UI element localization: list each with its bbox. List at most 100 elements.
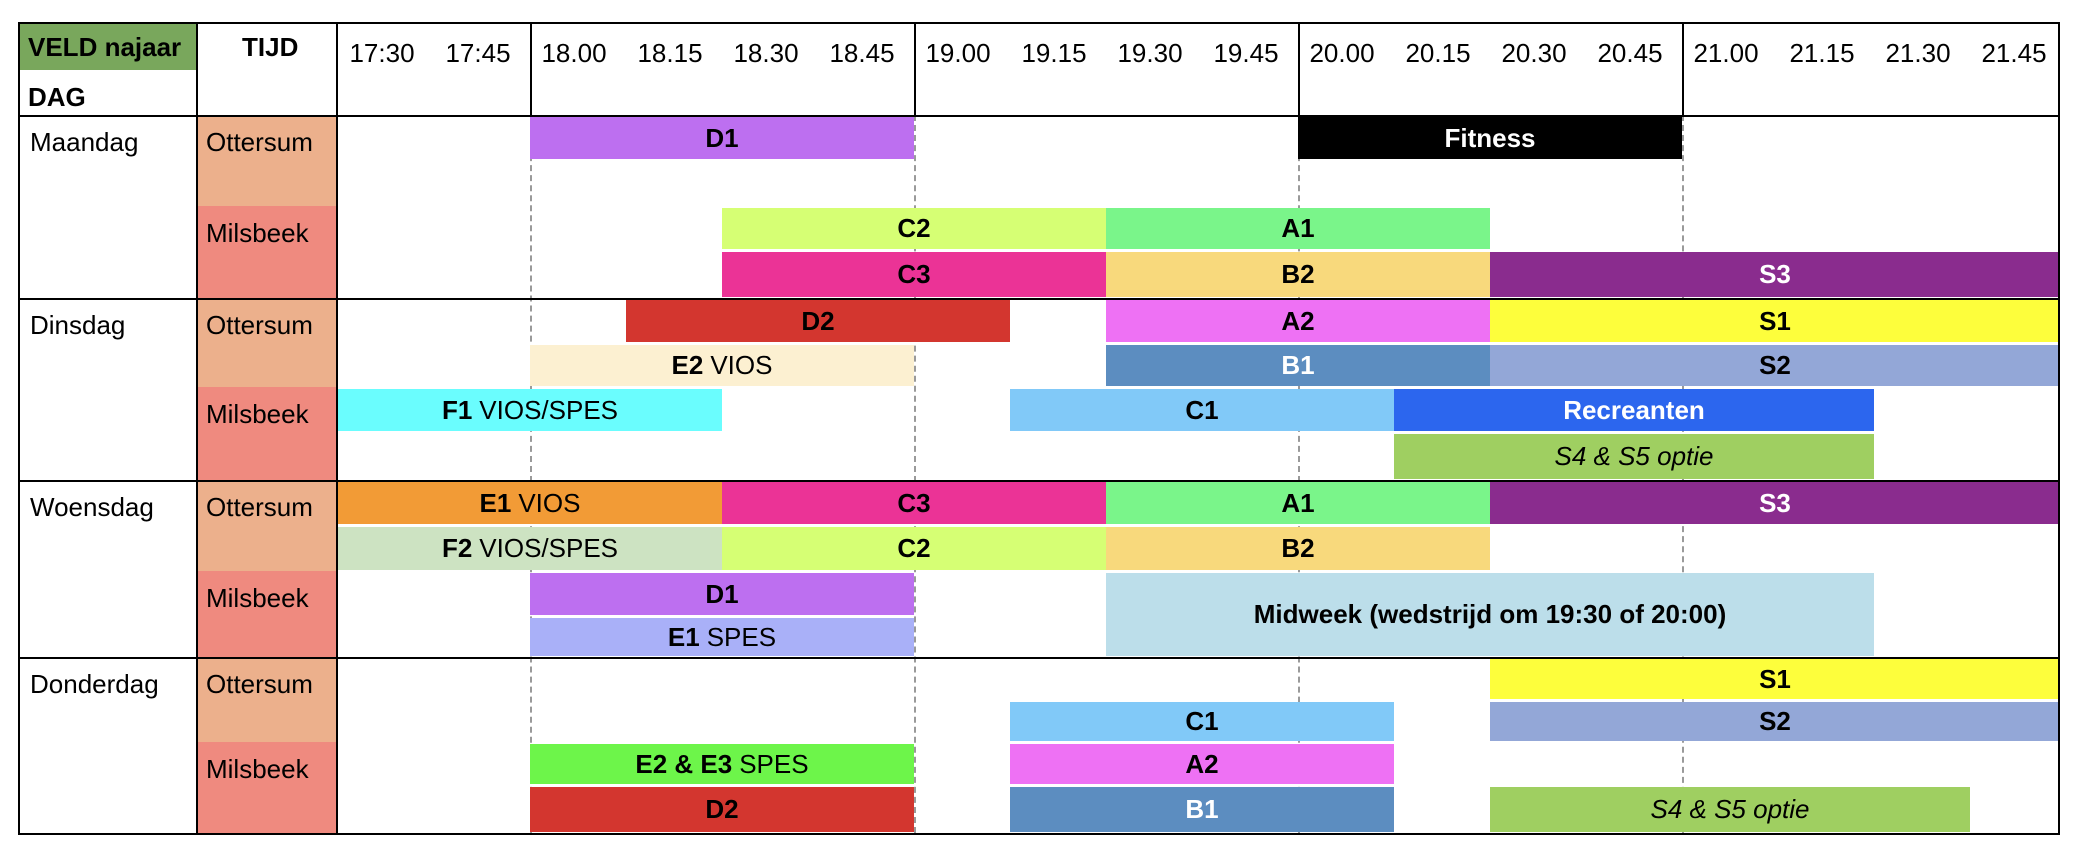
block-tue-s2[interactable]: S2: [1490, 345, 2060, 386]
block-extra: VIOS/SPES: [479, 394, 619, 425]
block-thu-d2[interactable]: D2: [530, 787, 914, 832]
grid-line: [196, 22, 198, 835]
block-wed-c3[interactable]: C3: [722, 482, 1106, 524]
time-label: 18.15: [637, 38, 703, 68]
time-label: 19.15: [1021, 38, 1087, 68]
block-team: S3: [1759, 487, 1791, 518]
location-cell-ottersum: [196, 657, 336, 742]
block-mon-fitness[interactable]: Fitness: [1298, 117, 1682, 159]
block-wed-d1[interactable]: D1: [530, 573, 914, 615]
time-label: 18.45: [829, 38, 895, 68]
block-tue-c1[interactable]: C1: [1010, 389, 1394, 431]
grid-line: [18, 480, 2060, 482]
location-label: Milsbeek: [206, 583, 309, 613]
time-label: 21.00: [1693, 38, 1759, 68]
grid-line: [530, 22, 532, 115]
block-thu-a2[interactable]: A2: [1010, 744, 1394, 784]
time-label: 19.30: [1117, 38, 1183, 68]
hour-guide-line: [530, 115, 532, 833]
block-extra: S4 & S5 optie: [1650, 794, 1810, 824]
block-team: B1: [1185, 794, 1219, 824]
day-label: Maandag: [30, 127, 139, 157]
grid-line: [18, 298, 2060, 300]
block-tue-f1[interactable]: F1 VIOS/SPES: [338, 389, 722, 431]
block-team: S1: [1759, 663, 1791, 694]
block-team: C1: [1185, 706, 1219, 736]
block-team: C2: [897, 213, 931, 243]
block-tue-a2[interactable]: A2: [1106, 300, 1490, 342]
grid-line: [914, 22, 916, 115]
time-label: 21.30: [1885, 38, 1951, 68]
block-extra: VIOS: [710, 350, 773, 380]
block-team: Fitness: [1444, 122, 1536, 153]
block-thu-s2[interactable]: S2: [1490, 702, 2060, 741]
location-cell-milsbeek: [196, 571, 336, 657]
block-thu-b1[interactable]: B1: [1010, 787, 1394, 832]
block-wed-midweek[interactable]: Midweek (wedstrijd om 19:30 of 20:00): [1106, 573, 1874, 656]
block-wed-e1[interactable]: E1 VIOS: [338, 482, 722, 524]
time-label: 20.45: [1597, 38, 1663, 68]
block-team: C2: [897, 533, 931, 563]
location-cell-ottersum: [196, 480, 336, 571]
location-label: Milsbeek: [206, 754, 309, 784]
location-cell-ottersum: [196, 115, 336, 206]
block-extra: SPES: [706, 621, 777, 652]
block-mon-c2[interactable]: C2: [722, 208, 1106, 249]
block-mon-s3[interactable]: S3: [1490, 252, 2060, 297]
block-team: B1: [1281, 350, 1315, 380]
block-extra: VIOS/SPES: [479, 533, 619, 563]
grid-line: [1298, 22, 1300, 115]
location-label: Ottersum: [206, 669, 313, 699]
time-label: 18.00: [541, 38, 607, 68]
day-label: Dinsdag: [30, 310, 126, 340]
block-wed-b2[interactable]: B2: [1106, 527, 1490, 570]
block-tue-s1[interactable]: S1: [1490, 300, 2060, 342]
location-cell-ottersum: [196, 298, 336, 387]
block-mon-b2[interactable]: B2: [1106, 252, 1490, 297]
block-team: E1: [667, 621, 700, 652]
grid-line: [18, 657, 2060, 659]
block-mon-d1[interactable]: D1: [530, 117, 914, 159]
location-label: Ottersum: [206, 310, 313, 340]
block-team: A2: [1185, 748, 1219, 779]
grid-line: [18, 115, 2060, 117]
block-thu-e2e3[interactable]: E2 & E3 SPES: [530, 744, 914, 784]
block-tue-s4s5[interactable]: S4 & S5 optie: [1394, 434, 1874, 479]
block-wed-a1[interactable]: A1: [1106, 482, 1490, 524]
block-team: S1: [1759, 305, 1791, 336]
block-team: D1: [705, 122, 739, 153]
hour-guide-line: [1298, 115, 1300, 833]
block-wed-s3[interactable]: S3: [1490, 482, 2060, 524]
block-mon-a1[interactable]: A1: [1106, 208, 1490, 249]
block-tue-b1[interactable]: B1: [1106, 345, 1490, 386]
block-wed-f2[interactable]: F2 VIOS/SPES: [338, 527, 722, 570]
tijd-label: TIJD: [242, 32, 299, 62]
grid-line: [18, 22, 2060, 24]
block-team: B2: [1281, 259, 1315, 289]
block-mon-c3[interactable]: C3: [722, 252, 1106, 297]
time-label: 18.30: [733, 38, 799, 68]
block-thu-c1[interactable]: C1: [1010, 702, 1394, 741]
grid-line: [336, 22, 338, 835]
grid-line: [18, 833, 2060, 835]
block-wed-e1spes[interactable]: E1 SPES: [530, 618, 914, 656]
location-cell-milsbeek: [196, 206, 336, 298]
block-team: C3: [897, 259, 931, 289]
block-team: D2: [705, 794, 739, 824]
block-tue-recreanten[interactable]: Recreanten: [1394, 389, 1874, 431]
time-label: 21.15: [1789, 38, 1855, 68]
block-team: E2 & E3: [635, 748, 733, 779]
block-tue-d2[interactable]: D2: [626, 300, 1010, 342]
block-thu-s4s5[interactable]: S4 & S5 optie: [1490, 787, 1970, 832]
block-tue-e2[interactable]: E2 VIOS: [530, 345, 914, 386]
day-label: Woensdag: [30, 492, 154, 522]
location-label: Milsbeek: [206, 218, 309, 248]
location-cell-milsbeek: [196, 742, 336, 833]
veld-header-cell: [18, 22, 196, 70]
block-team: E1: [479, 487, 512, 518]
block-wed-c2[interactable]: C2: [722, 527, 1106, 570]
time-label: 17:45: [445, 38, 511, 68]
block-thu-s1[interactable]: S1: [1490, 659, 2060, 699]
block-team: B2: [1281, 533, 1315, 563]
